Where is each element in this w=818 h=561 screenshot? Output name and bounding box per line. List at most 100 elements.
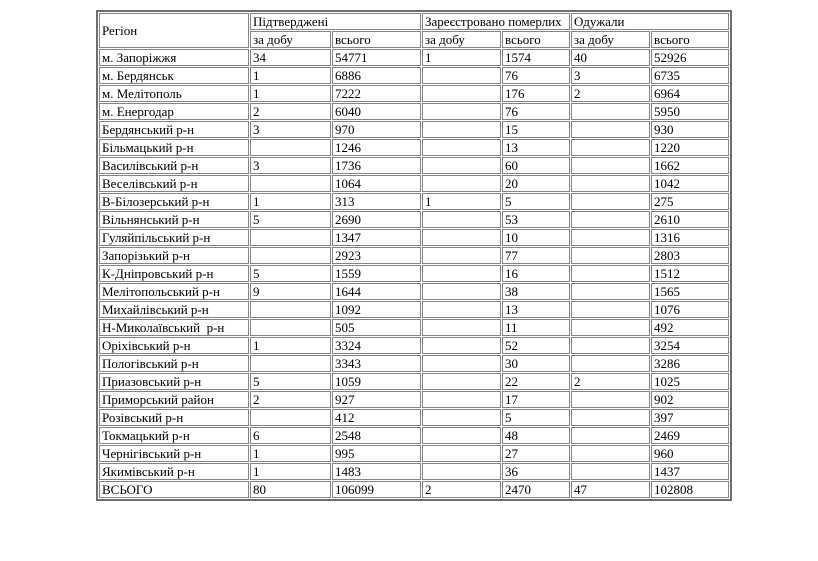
confirmed-total-cell: 1347 [332, 229, 422, 246]
table-row: Веселівський р-н 1064 20 1042 [99, 175, 730, 192]
deaths-per-day-cell [422, 103, 502, 120]
recovered-total-cell: 6735 [651, 67, 730, 84]
region-cell: Приазовський р-н [99, 373, 249, 390]
deaths-total-cell: 20 [502, 175, 571, 192]
deaths-per-day-cell [422, 373, 502, 390]
recovered-total-cell: 902 [651, 391, 730, 408]
table-body: м. Запоріжжя 34 54771 1 1574 40 52926 м. Бердян… [99, 49, 730, 498]
table-row: Розівський р-н 412 5 397 [99, 409, 730, 426]
recovered-total-cell: 2803 [651, 247, 730, 264]
table-row: м. Бердянськ 1 6886 76 3 6735 [99, 67, 730, 84]
confirmed-per-day-cell [250, 229, 331, 246]
recovered-total-cell: 930 [651, 121, 730, 138]
deaths-per-day-cell [422, 157, 502, 174]
recovered-total-cell: 3254 [651, 337, 730, 354]
recovered-total-cell: 3286 [651, 355, 730, 372]
deaths-per-day-cell [422, 301, 502, 318]
confirmed-total-cell: 6040 [332, 103, 422, 120]
deaths-total-cell: 77 [502, 247, 571, 264]
deaths-per-day-cell [422, 463, 502, 480]
confirmed-per-day-cell: 1 [250, 463, 331, 480]
confirmed-per-day-cell [250, 319, 331, 336]
deaths-total-cell: 5 [502, 193, 571, 210]
confirmed-per-day-cell: 6 [250, 427, 331, 444]
confirmed-per-day-cell: 1 [250, 67, 331, 84]
recovered-total-cell: 1316 [651, 229, 730, 246]
table-row: Пологівський р-н 3343 30 3286 [99, 355, 730, 372]
deaths-per-day-cell: 1 [422, 49, 502, 66]
confirmed-per-day-cell: 5 [250, 373, 331, 390]
region-cell: Вільнянський р-н [99, 211, 249, 228]
confirmed-per-day-cell: 9 [250, 283, 331, 300]
deaths-per-day-cell [422, 67, 502, 84]
table-row: Більмацький р-н 1246 13 1220 [99, 139, 730, 156]
confirmed-per-day-cell [250, 175, 331, 192]
deaths-per-day-cell [422, 139, 502, 156]
confirmed-total-cell: 1736 [332, 157, 422, 174]
recovered-per-day-cell [571, 139, 651, 156]
recovered-total-cell: 492 [651, 319, 730, 336]
region-cell: ВСЬОГО [99, 481, 249, 498]
recovered-total-cell: 1437 [651, 463, 730, 480]
recovered-total-cell: 102808 [651, 481, 730, 498]
deaths-total-cell: 22 [502, 373, 571, 390]
confirmed-per-day-cell: 34 [250, 49, 331, 66]
deaths-total-cell: 48 [502, 427, 571, 444]
subheader-recovered-per-day: за добу [571, 31, 651, 48]
subheader-confirmed-total: всього [332, 31, 422, 48]
confirmed-total-cell: 412 [332, 409, 422, 426]
confirmed-total-cell: 1559 [332, 265, 422, 282]
table-row: Запорізький р-н 2923 77 2803 [99, 247, 730, 264]
region-cell: Якимівський р-н [99, 463, 249, 480]
deaths-per-day-cell [422, 427, 502, 444]
deaths-per-day-cell [422, 175, 502, 192]
deaths-total-cell: 53 [502, 211, 571, 228]
table-row: К-Дніпровський р-н 5 1559 16 1512 [99, 265, 730, 282]
confirmed-total-cell: 54771 [332, 49, 422, 66]
confirmed-total-cell: 3324 [332, 337, 422, 354]
confirmed-per-day-cell: 1 [250, 85, 331, 102]
deaths-total-cell: 13 [502, 139, 571, 156]
region-cell: Оріхівський р-н [99, 337, 249, 354]
confirmed-total-cell: 1483 [332, 463, 422, 480]
deaths-total-cell: 27 [502, 445, 571, 462]
region-cell: Запорізький р-н [99, 247, 249, 264]
confirmed-per-day-cell: 3 [250, 121, 331, 138]
recovered-per-day-cell [571, 445, 651, 462]
header-registered-deaths: Зареєстровано померлих [422, 13, 571, 30]
recovered-per-day-cell: 47 [571, 481, 651, 498]
recovered-per-day-cell [571, 301, 651, 318]
region-cell: Бердянський р-н [99, 121, 249, 138]
region-cell: Михайлівський р-н [99, 301, 249, 318]
table-row: Василівський р-н 3 1736 60 1662 [99, 157, 730, 174]
confirmed-per-day-cell: 80 [250, 481, 331, 498]
region-cell: Н-Миколаївський р-н [99, 319, 249, 336]
deaths-total-cell: 52 [502, 337, 571, 354]
header-confirmed: Підтверджені [250, 13, 422, 30]
recovered-per-day-cell [571, 427, 651, 444]
region-cell: Розівський р-н [99, 409, 249, 426]
deaths-per-day-cell: 2 [422, 481, 502, 498]
confirmed-per-day-cell [250, 247, 331, 264]
table-row: м. Запоріжжя 34 54771 1 1574 40 52926 [99, 49, 730, 66]
region-cell: Мелітопольський р-н [99, 283, 249, 300]
subheader-confirmed-per-day: за добу [250, 31, 331, 48]
deaths-total-cell: 36 [502, 463, 571, 480]
confirmed-per-day-cell: 1 [250, 193, 331, 210]
subheader-deaths-total: всього [502, 31, 571, 48]
deaths-per-day-cell [422, 337, 502, 354]
region-cell: Приморський район [99, 391, 249, 408]
confirmed-total-cell: 2548 [332, 427, 422, 444]
confirmed-total-cell: 505 [332, 319, 422, 336]
deaths-total-cell: 1574 [502, 49, 571, 66]
region-cell: м. Запоріжжя [99, 49, 249, 66]
total-row: ВСЬОГО 80 106099 2 2470 47 102808 [99, 481, 730, 498]
deaths-per-day-cell [422, 391, 502, 408]
table-row: Н-Миколаївський р-н 505 11 492 [99, 319, 730, 336]
confirmed-total-cell: 2690 [332, 211, 422, 228]
confirmed-total-cell: 106099 [332, 481, 422, 498]
confirmed-per-day-cell: 2 [250, 391, 331, 408]
deaths-total-cell: 11 [502, 319, 571, 336]
region-cell: Гуляйпільський р-н [99, 229, 249, 246]
table-row: Михайлівський р-н 1092 13 1076 [99, 301, 730, 318]
